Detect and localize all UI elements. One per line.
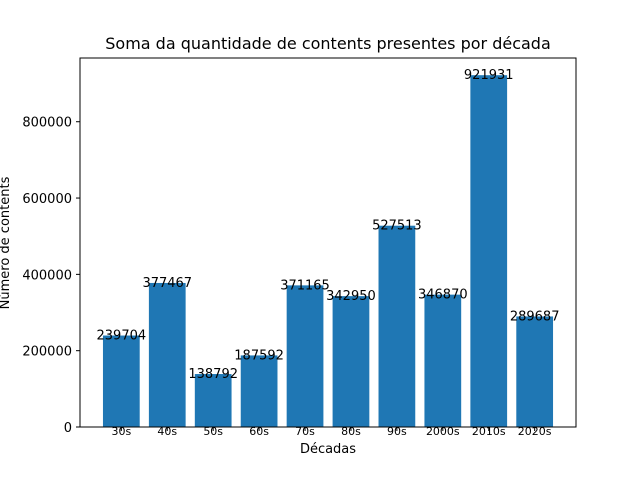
x-tick-label-30s: 30s [111,425,131,438]
y-axis: 0 200000 400000 600000 800000 [22,116,80,436]
y-tick-label-200000: 200000 [22,345,72,360]
bar-value-label-2000s: 346870 [418,288,468,303]
bar-60s [240,355,278,427]
x-tick-label-80s: 80s [341,425,361,438]
bar-90s [378,225,416,427]
bar-30s [102,335,140,427]
bar-2010s [470,75,508,427]
bar-value-label-60s: 187592 [234,348,284,363]
bar-value-label-30s: 239704 [97,329,147,344]
bar-value-label-80s: 342950 [326,289,376,304]
x-tick-label-60s: 60s [249,425,269,438]
bar-value-label-40s: 377467 [142,276,192,291]
x-tick-label-50s: 50s [203,425,223,438]
bar-2020s [516,316,554,427]
x-tick-label-40s: 40s [157,425,177,438]
y-tick-label-400000: 400000 [22,268,72,283]
x-tick-label-90s: 90s [387,425,407,438]
x-tick-label-70s: 70s [295,425,315,438]
x-axis: 30s 40s 50s 60s 70s 80s 90s 2000s 2010s 2020s [111,425,551,438]
bar-value-label-50s: 138792 [188,367,238,382]
bar-value-label-70s: 371165 [280,278,330,293]
bar-50s [194,374,232,427]
x-tick-label-2010s: 2010s [472,425,506,438]
bar-70s [286,285,324,427]
chart-title: Soma da quantidade de contents presentes… [105,34,551,53]
bars-group [102,75,554,427]
y-axis-title: Número de contents [0,176,13,309]
bar-80s [332,296,370,427]
bar-value-label-90s: 527513 [372,219,422,234]
plot-frame [79,57,577,428]
x-axis-title: Décadas [300,442,356,457]
y-tick-label-0: 0 [64,421,72,436]
x-tick-label-2020s: 2020s [518,425,552,438]
y-tick-label-800000: 800000 [22,116,72,131]
y-tick-label-600000: 600000 [22,192,72,207]
bar-2000s [424,294,462,427]
bar-value-label-2020s: 289687 [510,309,560,324]
x-tick-label-2000s: 2000s [426,425,460,438]
bar-value-label-2010s: 921931 [464,68,514,83]
bar-40s [148,282,186,427]
